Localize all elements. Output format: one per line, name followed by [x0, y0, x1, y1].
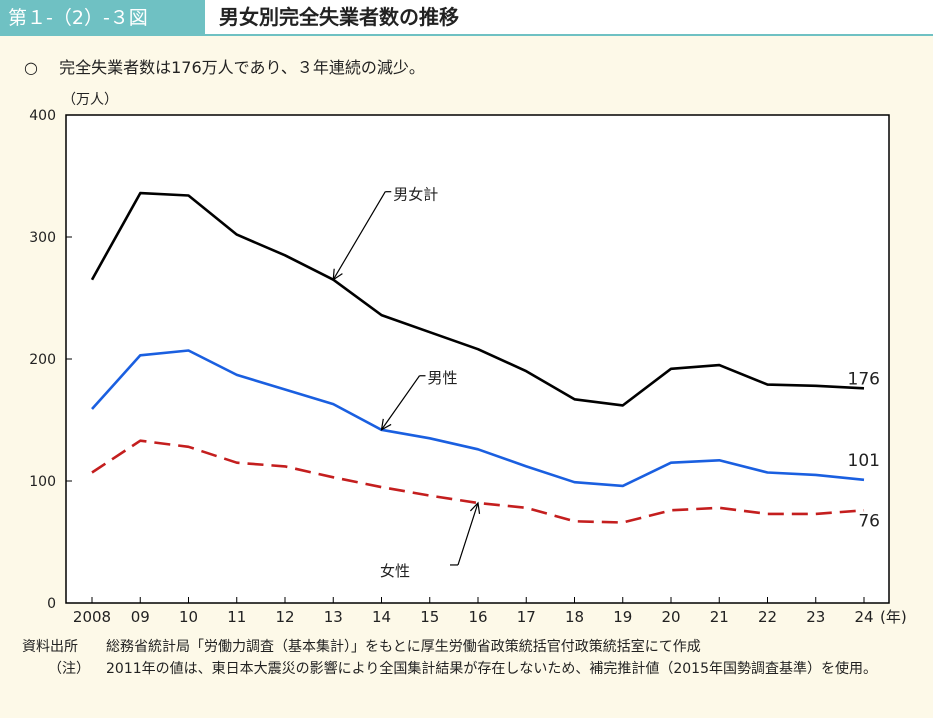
y-tick-label: 300: [29, 230, 56, 246]
series-lines: [90, 191, 865, 524]
y-axis-ticks: 0 100 200 300 400: [29, 108, 72, 612]
summary: ○ 完全失業者数は176万人であり、３年連続の減少。: [24, 54, 425, 78]
footnotes: 資料出所 総務省統計局「労働力調査（基本集計）」をもとに厚生労働省政策統括官付政…: [22, 636, 922, 680]
x-tick-label: 2008: [73, 608, 111, 626]
end-value-label: 101: [848, 451, 880, 471]
x-tick-label: 17: [517, 608, 536, 626]
x-tick-label: 20: [661, 608, 680, 626]
y-tick-label: 200: [29, 352, 56, 368]
series-line-0: [90, 191, 865, 407]
summary-text: 完全失業者数は176万人であり、３年連続の減少。: [59, 58, 425, 77]
x-axis-ticks: 2008 09 10 11 12 13 14 15 16 17 18 19 20 21 22 23 24: [73, 597, 874, 626]
x-tick-label: 15: [420, 608, 439, 626]
series-line-1: [91, 349, 865, 488]
note-text: 2011年の値は、東日本大震災の影響により全国集計結果が存在しないため、補完推計…: [106, 661, 877, 677]
end-labels: 176 101 76: [848, 369, 880, 531]
x-tick-label: 11: [227, 608, 246, 626]
x-tick-label: 10: [179, 608, 198, 626]
annotation-leader: [332, 191, 386, 281]
source-text: 総務省統計局「労働力調査（基本集計）」をもとに厚生労働省政策統括官付政策統括室に…: [106, 639, 701, 655]
summary-bullet: ○: [24, 58, 38, 77]
annotation-leader: [381, 375, 420, 431]
end-value-label: 76: [858, 511, 880, 531]
end-value-label: 176: [848, 369, 880, 389]
note-label: （注）: [48, 661, 90, 677]
x-tick-label: 21: [710, 608, 729, 626]
x-tick-label: 12: [275, 608, 294, 626]
annotation-leader: [457, 502, 479, 566]
x-tick-label: 23: [806, 608, 825, 626]
annotation-label: 女性: [380, 562, 410, 580]
x-tick-label: 24: [854, 608, 873, 626]
figure-title: 男女別完全失業者数の推移: [205, 0, 933, 36]
y-axis-unit: （万人）: [62, 92, 118, 108]
y-tick-label: 400: [29, 108, 56, 124]
y-tick-label: 0: [47, 596, 56, 612]
series-line-2: [91, 439, 865, 524]
source-label: 資料出所: [22, 639, 78, 655]
annotation-arrowhead: [332, 268, 343, 281]
annotation-label: 男女計: [393, 186, 438, 204]
x-tick-label: 13: [324, 608, 343, 626]
x-tick-label: 16: [468, 608, 487, 626]
figure-header: 第１-（2）-３図 男女別完全失業者数の推移: [0, 0, 933, 36]
plot-area: [65, 114, 890, 604]
annotation-label: 男性: [428, 369, 458, 387]
x-tick-label: 22: [758, 608, 777, 626]
x-tick-label: 18: [565, 608, 584, 626]
y-tick-label: 100: [29, 474, 56, 490]
annotation-arrowhead: [380, 418, 392, 431]
annotation-arrowhead: [469, 501, 481, 514]
x-tick-label: 14: [372, 608, 391, 626]
x-tick-label: 19: [613, 608, 632, 626]
figure-number: 第１-（2）-３図: [0, 0, 205, 36]
x-tick-label: 09: [131, 608, 150, 626]
line-chart: （万人） (年) 0 100 200 300 400 2008 09 10 11 12 13 14 1…: [29, 92, 907, 626]
x-axis-unit: (年): [880, 608, 907, 626]
